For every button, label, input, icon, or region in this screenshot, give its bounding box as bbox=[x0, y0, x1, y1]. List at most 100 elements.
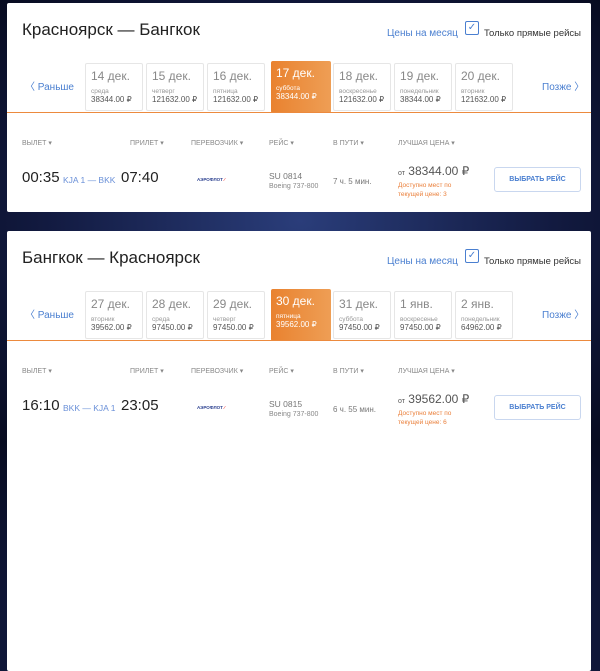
select-flight-button[interactable]: ВЫБРАТЬ РЕЙС bbox=[494, 167, 581, 192]
availability-note: Доступно мест по текущей цене: 3 bbox=[398, 182, 452, 198]
weekday: вторник bbox=[461, 88, 485, 95]
weekday: понедельник bbox=[400, 88, 439, 95]
direct-only-checkbox[interactable]: ✓ bbox=[465, 249, 479, 263]
date: 16 дек. bbox=[213, 69, 252, 83]
earlier-button[interactable]: 〈 Раньше bbox=[25, 78, 74, 93]
weekday: воскресенье bbox=[400, 316, 438, 323]
select-flight-button[interactable]: ВЫБРАТЬ РЕЙС bbox=[494, 395, 581, 420]
chevron-right-icon: 〉 bbox=[571, 82, 585, 93]
date: 2 янв. bbox=[461, 297, 494, 311]
weekday: суббота bbox=[339, 316, 364, 323]
direct-only-label[interactable]: Только прямые рейсы bbox=[484, 28, 582, 39]
date-tile[interactable]: 27 дек. вторник 39562.00 ₽ bbox=[85, 291, 143, 339]
date: 18 дек. bbox=[339, 69, 378, 83]
weekday: суббота bbox=[276, 85, 301, 92]
date-tile[interactable]: 2 янв. понедельник 64962.00 ₽ bbox=[455, 291, 513, 339]
availability-note: Доступно мест по текущей цене: 6 bbox=[398, 410, 452, 426]
date-tile[interactable]: 16 дек. пятница 121632.00 ₽ bbox=[207, 63, 265, 111]
date: 28 дек. bbox=[152, 297, 191, 311]
aeroflot-logo: АЭРОФЛОТ ⁄ bbox=[197, 177, 225, 182]
price: 97450.00 ₽ bbox=[152, 323, 193, 332]
date-tile[interactable]: 1 янв. воскресенье 97450.00 ₽ bbox=[394, 291, 452, 339]
date-tile[interactable]: 19 дек. понедельник 38344.00 ₽ bbox=[394, 63, 452, 111]
price: 38344.00 ₽ bbox=[91, 95, 132, 104]
date-tile[interactable]: 29 дек. четверг 97450.00 ₽ bbox=[207, 291, 265, 339]
arrival-time: 07:40 bbox=[121, 169, 159, 186]
sort-header[interactable]: ЛУЧШАЯ ЦЕНА ▾ bbox=[398, 368, 455, 375]
chevron-left-icon: 〈 bbox=[25, 82, 38, 93]
leg-card: Красноярск — Бангкок Цены на месяц ✓ Тол… bbox=[7, 3, 591, 212]
date: 30 дек. bbox=[276, 294, 315, 308]
sort-header[interactable]: ВЫЛЕТ ▾ bbox=[22, 140, 52, 147]
date-tile[interactable]: 18 дек. воскресенье 121632.00 ₽ bbox=[333, 63, 391, 111]
price: 121632.00 ₽ bbox=[152, 95, 198, 104]
earlier-label: Раньше bbox=[37, 310, 74, 321]
direct-only-checkbox[interactable]: ✓ bbox=[465, 21, 479, 35]
date: 29 дек. bbox=[213, 297, 252, 311]
best-price: от 39562.00 ₽ bbox=[398, 392, 469, 406]
weekday: вторник bbox=[91, 316, 115, 323]
duration: 7 ч. 5 мин. bbox=[333, 177, 372, 186]
date: 15 дек. bbox=[152, 69, 191, 83]
date-tile[interactable]: 14 дек. среда 38344.00 ₽ bbox=[85, 63, 143, 111]
sort-header[interactable]: ЛУЧШАЯ ЦЕНА ▾ bbox=[398, 140, 455, 147]
sort-header[interactable]: ПЕРЕВОЗЧИК ▾ bbox=[191, 140, 244, 147]
price-value: 38344.00 ₽ bbox=[408, 164, 470, 178]
earlier-button[interactable]: 〈 Раньше bbox=[25, 306, 74, 321]
arrival-time: 23:05 bbox=[121, 397, 159, 414]
date-tile[interactable]: 28 дек. среда 97450.00 ₽ bbox=[146, 291, 204, 339]
flight-number: SU 0814 bbox=[269, 171, 303, 181]
date-tile[interactable]: 17 дек. суббота 38344.00 ₽ bbox=[271, 61, 331, 113]
price: 38344.00 ₽ bbox=[276, 92, 317, 101]
price: 121632.00 ₽ bbox=[339, 95, 385, 104]
sort-header[interactable]: В ПУТИ ▾ bbox=[333, 368, 364, 375]
month-prices-link[interactable]: Цены на месяц bbox=[387, 28, 458, 39]
date: 1 янв. bbox=[400, 297, 433, 311]
price: 97450.00 ₽ bbox=[213, 323, 254, 332]
direct-only-label[interactable]: Только прямые рейсы bbox=[484, 256, 582, 267]
date: 14 дек. bbox=[91, 69, 130, 83]
date-tile[interactable]: 15 дек. четверг 121632.00 ₽ bbox=[146, 63, 204, 111]
weekday: понедельник bbox=[461, 316, 500, 323]
route-title: Бангкок — Красноярск bbox=[22, 248, 200, 267]
from-label: от bbox=[398, 170, 405, 177]
sort-header[interactable]: ПРИЛЕТ ▾ bbox=[130, 368, 164, 375]
departure-time: 00:35 bbox=[22, 169, 60, 186]
price: 39562.00 ₽ bbox=[276, 320, 317, 329]
month-prices-link[interactable]: Цены на месяц bbox=[387, 256, 458, 267]
later-button[interactable]: Позже 〉 bbox=[542, 78, 584, 93]
departure-time: 16:10 bbox=[22, 397, 60, 414]
divider bbox=[7, 112, 591, 113]
sort-header[interactable]: ПЕРЕВОЗЧИК ▾ bbox=[191, 368, 244, 375]
sort-header[interactable]: РЕЙС ▾ bbox=[269, 140, 294, 147]
price-value: 39562.00 ₽ bbox=[408, 392, 470, 406]
chevron-right-icon: 〉 bbox=[571, 310, 585, 321]
price: 97450.00 ₽ bbox=[400, 323, 441, 332]
sort-header[interactable]: В ПУТИ ▾ bbox=[333, 140, 364, 147]
aircraft: Boeing 737-800 bbox=[269, 411, 319, 418]
price: 121632.00 ₽ bbox=[213, 95, 259, 104]
chevron-left-icon: 〈 bbox=[25, 310, 38, 321]
sort-header[interactable]: РЕЙС ▾ bbox=[269, 368, 294, 375]
weekday: среда bbox=[91, 88, 109, 95]
date-tile[interactable]: 30 дек. пятница 39562.00 ₽ bbox=[271, 289, 331, 341]
price: 39562.00 ₽ bbox=[91, 323, 132, 332]
date: 19 дек. bbox=[400, 69, 439, 83]
later-label: Позже bbox=[542, 310, 572, 321]
divider bbox=[7, 340, 591, 341]
best-price: от 38344.00 ₽ bbox=[398, 164, 469, 178]
weekday: четверг bbox=[213, 316, 236, 323]
sort-header[interactable]: ПРИЛЕТ ▾ bbox=[130, 140, 164, 147]
later-button[interactable]: Позже 〉 bbox=[542, 306, 584, 321]
sort-header[interactable]: ВЫЛЕТ ▾ bbox=[22, 368, 52, 375]
weekday: четверг bbox=[152, 88, 175, 95]
weekday: пятница bbox=[213, 88, 238, 95]
date-tile[interactable]: 31 дек. суббота 97450.00 ₽ bbox=[333, 291, 391, 339]
price: 97450.00 ₽ bbox=[339, 323, 380, 332]
route-airports: BKK — KJA 1 bbox=[63, 403, 116, 413]
date: 17 дек. bbox=[276, 66, 315, 80]
earlier-label: Раньше bbox=[37, 82, 74, 93]
weekday: пятница bbox=[276, 313, 301, 320]
leg-card: Бангкок — Красноярск Цены на месяц ✓ Тол… bbox=[7, 231, 591, 671]
date-tile[interactable]: 20 дек. вторник 121632.00 ₽ bbox=[455, 63, 513, 111]
